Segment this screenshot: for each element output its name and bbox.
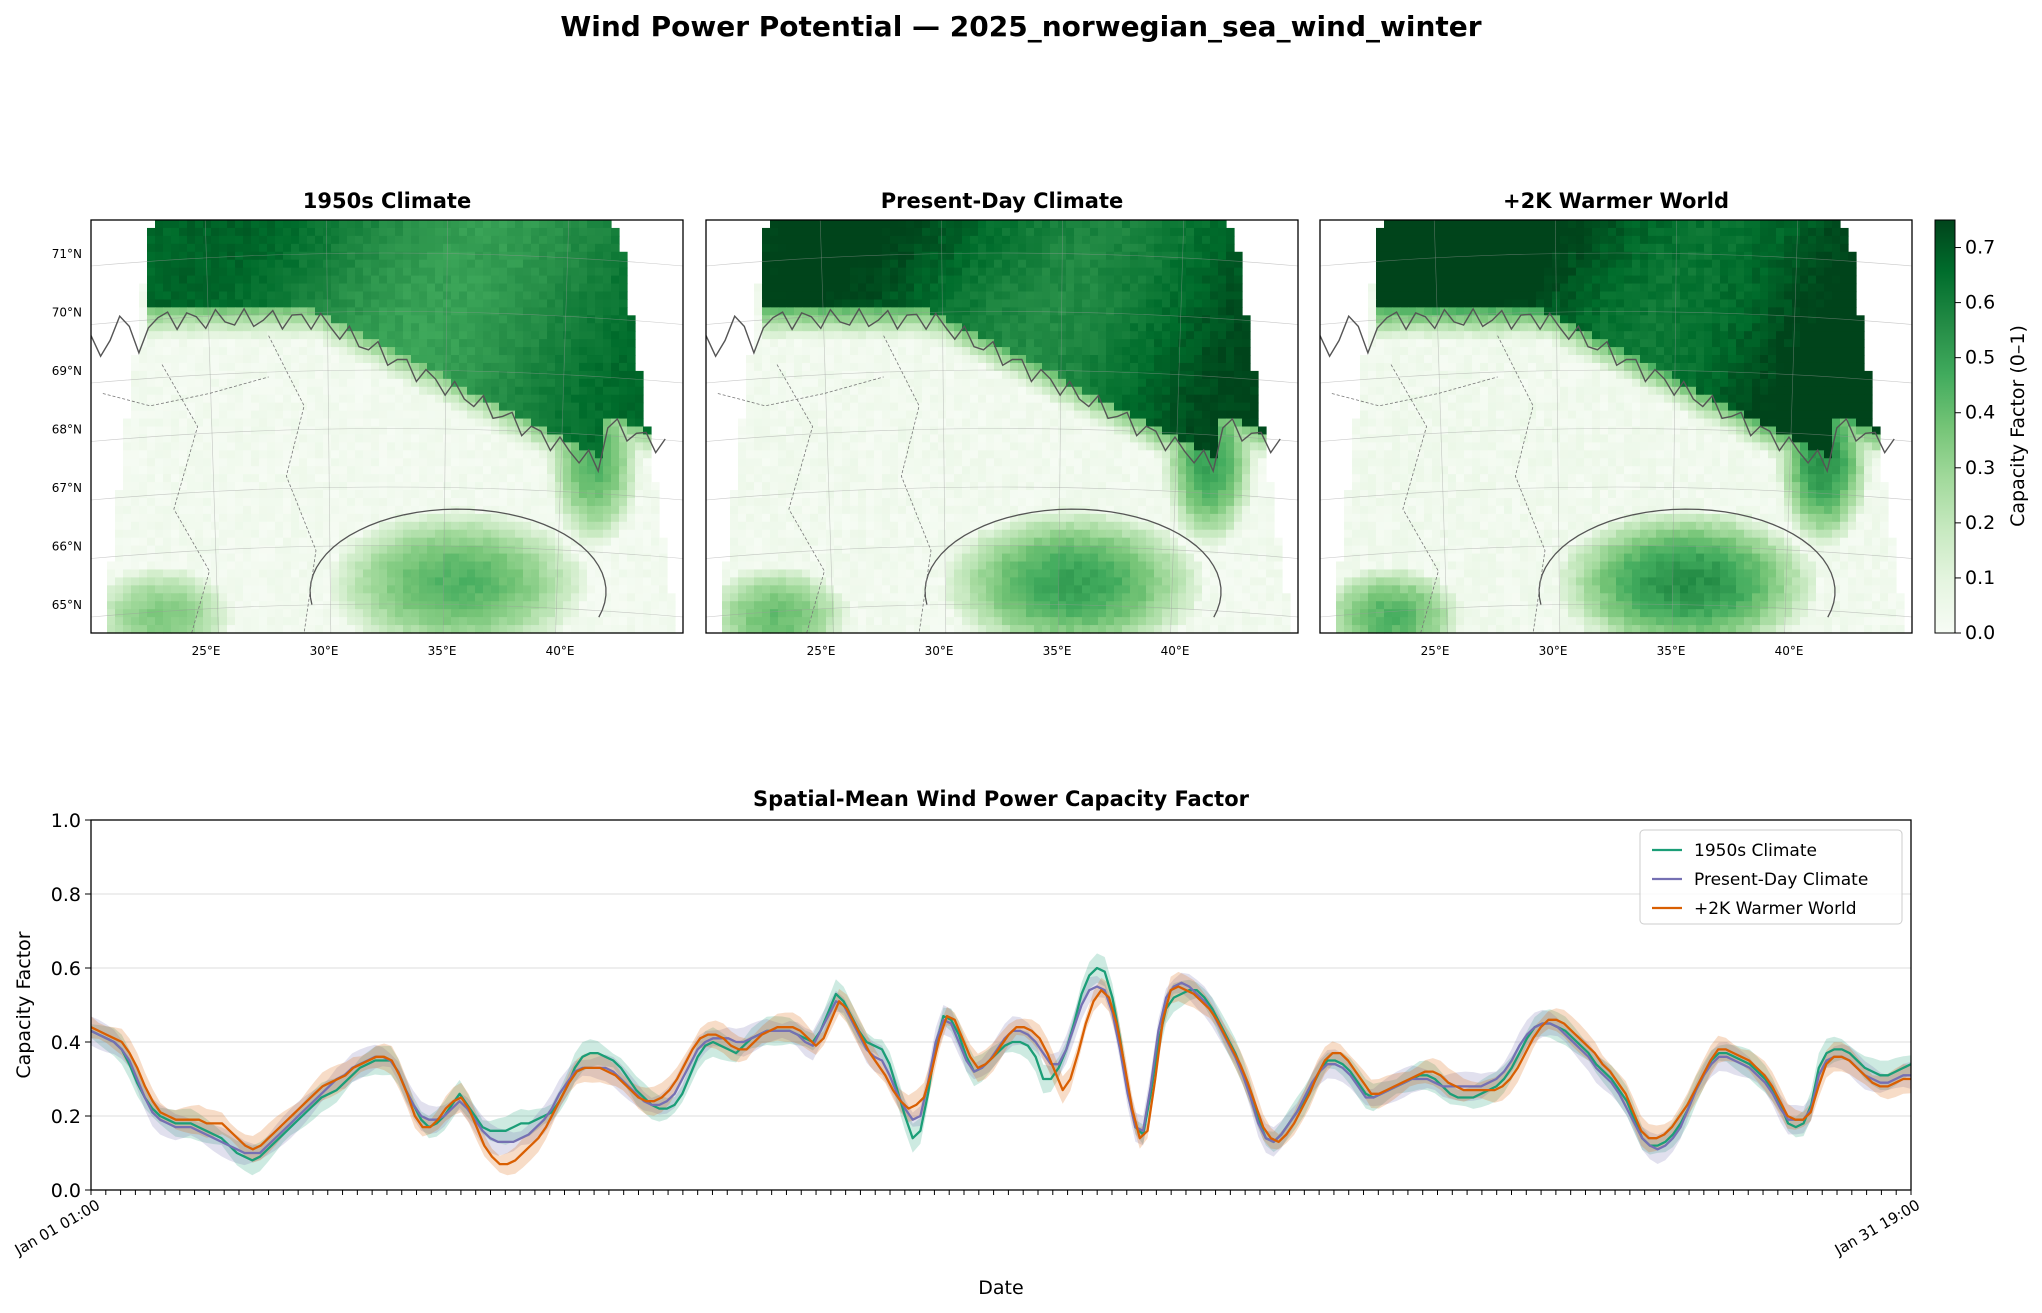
- map-frame: [705, 219, 1299, 634]
- map-panel: 1950s Climate 25°E 30°E 35°E 40°E 65°N 66°N 67°…: [52, 189, 684, 658]
- map-lon-label: 25°E: [807, 644, 836, 658]
- map-frame: [1319, 219, 1913, 634]
- chart-gridlines: [91, 893, 1911, 1117]
- map-coastline: [705, 307, 1281, 474]
- map-graticule: [1319, 219, 1913, 634]
- map-lat-label: 70°N: [52, 306, 82, 320]
- colorbar-tick-label: 0.3: [1965, 457, 1995, 479]
- map-coastline: [90, 307, 666, 474]
- chart-legend: 1950s Climate Present-Day Climate +2K Warm…: [1639, 829, 1903, 925]
- chart-x-label: Date: [978, 1277, 1023, 1299]
- map-coastline: [924, 508, 1222, 618]
- map-graticule: [705, 219, 1299, 634]
- map-lon-label: 25°E: [1421, 644, 1450, 658]
- map-field: [1336, 220, 1905, 634]
- map-coastline: [1319, 307, 1895, 474]
- colorbar-tick-label: 0.7: [1965, 237, 1995, 259]
- map-lon-label: 30°E: [1539, 644, 1568, 658]
- map-lon-label: 40°E: [1775, 644, 1804, 658]
- colorbar-tick-label: 0.0: [1965, 622, 1995, 644]
- map-lon-label: 35°E: [1657, 644, 1686, 658]
- figure-title: Wind Power Potential — 2025_norwegian_se…: [560, 10, 1482, 43]
- map-field: [722, 220, 1291, 634]
- chart-x-ticks: Jan 01 01:00 Jan 31 19:00: [11, 1190, 1923, 1259]
- map-lon-label: 25°E: [192, 644, 221, 658]
- map-panel-title: Present-Day Climate: [881, 189, 1124, 213]
- map-panel: Present-Day Climate 25°E 30°E 35°E 40°E: [705, 189, 1299, 658]
- map-borders: [717, 335, 932, 634]
- colorbar: 0.0 0.1 0.2 0.3 0.4 0.5 0.6 0.7 Capacity Factor…: [1934, 219, 2029, 644]
- map-lat-label: 68°N: [52, 423, 82, 437]
- series-band: [91, 971, 1911, 1176]
- map-panels: 1950s Climate 25°E 30°E 35°E 40°E 65°N 66°N 67°…: [52, 189, 1913, 658]
- map-lon-label: 30°E: [925, 644, 954, 658]
- chart-title: Spatial-Mean Wind Power Capacity Factor: [753, 787, 1250, 811]
- colorbar-tick-label: 0.2: [1965, 512, 1995, 534]
- legend-label: +2K Warmer World: [1694, 899, 1857, 919]
- map-field: [107, 220, 676, 634]
- series-line: [90, 985, 1911, 1166]
- map-lon-label: 40°E: [546, 644, 575, 658]
- map-graticule: [90, 219, 684, 634]
- colorbar-label: Capacity Factor (0–1): [2007, 325, 2029, 527]
- map-borders: [1331, 335, 1546, 634]
- map-borders: [102, 335, 317, 634]
- chart-uncertainty-bands: [91, 953, 1911, 1176]
- y-tick-label: 0.0: [51, 1180, 81, 1202]
- map-lon-label: 30°E: [310, 644, 339, 658]
- x-tick-label: Jan 01 01:00: [11, 1196, 103, 1260]
- map-lon-label: 40°E: [1161, 644, 1190, 658]
- colorbar-tick-label: 0.1: [1965, 567, 1995, 589]
- legend-box: [1639, 829, 1903, 925]
- chart-y-ticks: 0.0 0.2 0.4 0.6 0.8 1.0: [51, 810, 91, 1202]
- colorbar-tick-label: 0.4: [1965, 402, 1995, 424]
- timeseries-chart: Spatial-Mean Wind Power Capacity Factor …: [11, 787, 1923, 1299]
- colorbar-gradient: [1934, 219, 1956, 634]
- map-lat-label: 67°N: [52, 481, 82, 495]
- y-tick-label: 0.4: [51, 1032, 81, 1054]
- chart-y-label: Capacity Factor: [13, 931, 35, 1078]
- map-lat-label: 69°N: [52, 364, 82, 378]
- map-panel-title: +2K Warmer World: [1503, 189, 1729, 213]
- map-lon-label: 35°E: [428, 644, 457, 658]
- legend-label: 1950s Climate: [1694, 841, 1817, 861]
- chart-series-lines: [90, 966, 1912, 1166]
- colorbar-ticks: 0.0 0.1 0.2 0.3 0.4 0.5 0.6 0.7: [1955, 237, 1995, 644]
- map-panel: +2K Warmer World 25°E 30°E 35°E 40°E: [1319, 189, 1913, 658]
- y-tick-label: 0.6: [51, 958, 81, 980]
- map-coastline: [309, 508, 607, 618]
- map-lat-label: 66°N: [52, 540, 82, 554]
- x-tick-label: Jan 31 19:00: [1831, 1196, 1923, 1260]
- map-lat-label: 71°N: [52, 247, 82, 261]
- map-lon-label: 35°E: [1043, 644, 1072, 658]
- chart-plot-frame: [90, 819, 1912, 1191]
- legend-label: Present-Day Climate: [1694, 870, 1868, 890]
- map-coastline: [1538, 508, 1836, 618]
- map-lat-label: 65°N: [52, 598, 82, 612]
- y-tick-label: 0.2: [51, 1106, 81, 1128]
- map-frame: [90, 219, 684, 634]
- map-panel-title: 1950s Climate: [303, 189, 471, 213]
- y-tick-label: 1.0: [51, 810, 81, 832]
- colorbar-tick-label: 0.6: [1965, 292, 1995, 314]
- series-band: [91, 953, 1911, 1176]
- y-tick-label: 0.8: [51, 884, 81, 906]
- colorbar-tick-label: 0.5: [1965, 347, 1995, 369]
